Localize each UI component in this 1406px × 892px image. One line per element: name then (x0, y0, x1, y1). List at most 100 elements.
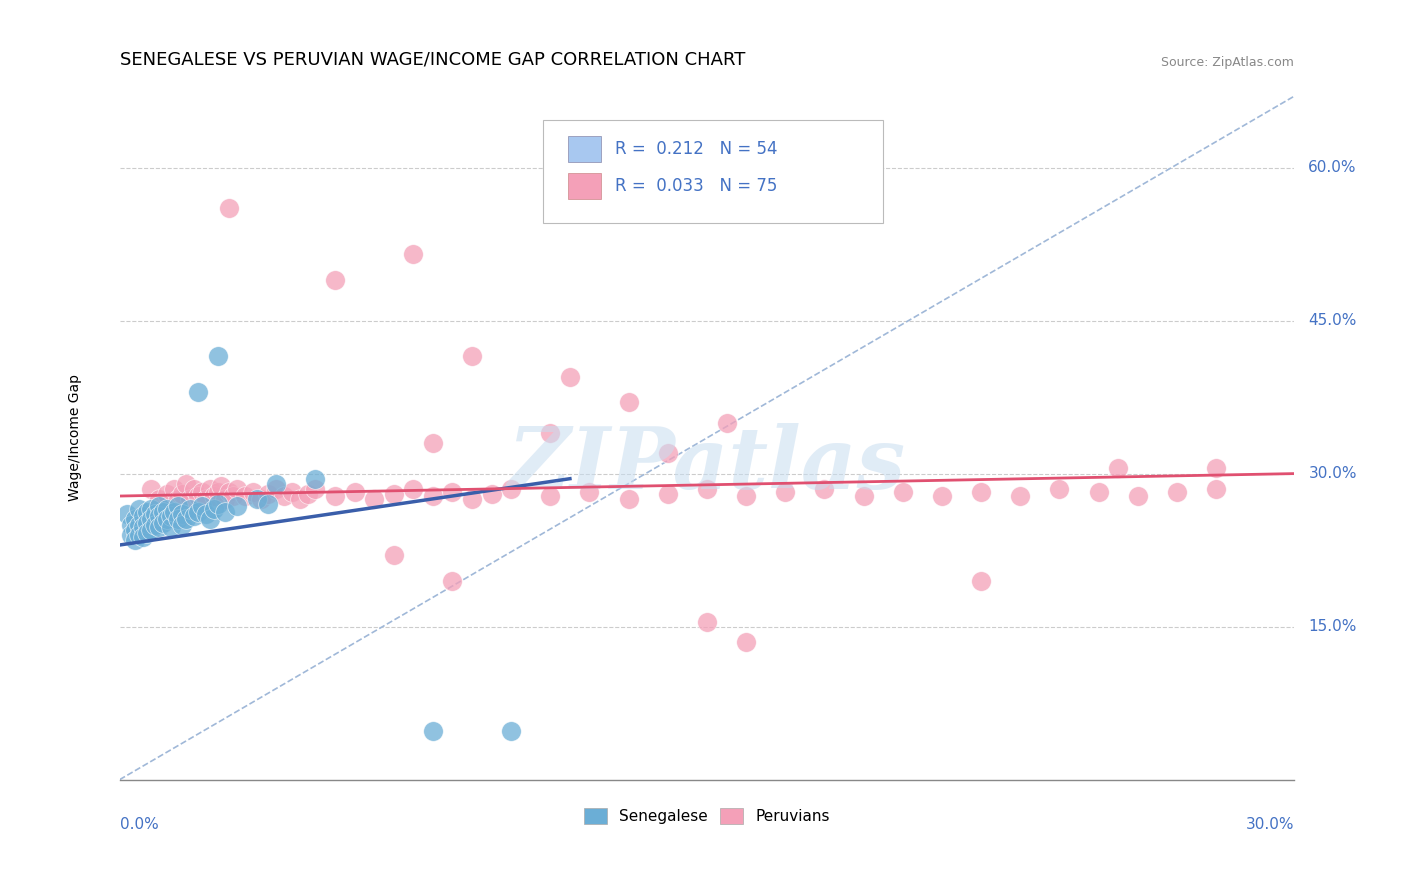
Point (124, 523, 146, 537)
Point (481, 487, 503, 501)
Point (382, 487, 405, 501)
Point (207, 349, 229, 363)
Point (214, 492, 236, 507)
Point (120, 528, 142, 542)
Point (214, 505, 236, 519)
Point (148, 500, 170, 514)
Point (501, 723, 523, 738)
Point (120, 517, 142, 532)
Point (198, 482, 221, 496)
Point (246, 492, 269, 507)
Point (136, 516, 159, 530)
Point (1205, 461, 1227, 475)
Point (128, 517, 150, 532)
Point (970, 574, 993, 588)
Point (194, 508, 217, 522)
Point (304, 482, 326, 496)
Point (226, 482, 249, 496)
Point (273, 489, 295, 503)
Point (461, 349, 484, 363)
Point (143, 508, 166, 522)
Point (852, 489, 875, 503)
Point (218, 485, 240, 500)
Point (538, 425, 561, 440)
Point (194, 492, 217, 507)
Point (117, 508, 139, 522)
Point (152, 516, 174, 530)
Point (716, 416, 738, 430)
Point (159, 519, 181, 533)
Point (1166, 485, 1188, 500)
Point (156, 512, 179, 526)
Point (657, 446, 679, 460)
Point (172, 517, 194, 532)
Point (249, 492, 271, 507)
Text: R =  0.212   N = 54: R = 0.212 N = 54 (616, 140, 778, 159)
Point (174, 476, 197, 491)
Point (198, 512, 221, 526)
Point (617, 395, 640, 409)
Point (422, 436, 444, 450)
Point (382, 548, 405, 562)
Point (156, 502, 179, 516)
Point (148, 519, 170, 533)
Point (172, 508, 194, 522)
Point (128, 502, 150, 516)
FancyBboxPatch shape (568, 173, 602, 199)
Point (1010, 489, 1032, 503)
Text: Source: ZipAtlas.com: Source: ZipAtlas.com (1161, 56, 1295, 69)
Point (970, 485, 993, 500)
Point (172, 487, 194, 501)
Point (202, 489, 225, 503)
Point (558, 369, 581, 384)
Point (187, 489, 209, 503)
Point (222, 489, 245, 503)
Point (124, 533, 146, 547)
Text: SENEGALESE VS PERUVIAN WAGE/INCOME GAP CORRELATION CHART: SENEGALESE VS PERUVIAN WAGE/INCOME GAP C… (120, 51, 745, 69)
Point (304, 472, 326, 486)
Point (128, 528, 150, 542)
Point (233, 489, 256, 503)
Point (191, 485, 214, 500)
Point (132, 530, 155, 544)
Text: 15.0%: 15.0% (1309, 619, 1357, 634)
FancyBboxPatch shape (543, 120, 883, 223)
Text: R =  0.033   N = 75: R = 0.033 N = 75 (616, 177, 778, 194)
Point (323, 273, 346, 287)
Point (657, 487, 679, 501)
Point (422, 723, 444, 738)
Point (218, 202, 240, 216)
Point (1107, 461, 1129, 475)
Point (735, 635, 758, 649)
Point (159, 509, 181, 524)
Point (402, 482, 425, 496)
Point (813, 482, 835, 496)
Text: ZIPatlas: ZIPatlas (508, 424, 905, 507)
Point (152, 505, 174, 519)
Point (1205, 482, 1227, 496)
Point (441, 485, 464, 500)
Point (461, 492, 484, 507)
Point (148, 492, 170, 507)
Point (207, 497, 229, 511)
Point (148, 509, 170, 524)
Point (179, 502, 201, 516)
Point (183, 482, 205, 496)
Point (441, 574, 464, 588)
Point (163, 505, 186, 519)
Point (202, 502, 225, 516)
Point (167, 492, 190, 507)
Point (139, 482, 162, 496)
Point (207, 485, 229, 500)
Point (402, 247, 425, 261)
Point (136, 505, 159, 519)
Point (931, 489, 953, 503)
Point (264, 476, 287, 491)
Point (143, 517, 166, 532)
Point (775, 485, 797, 500)
Text: 30.0%: 30.0% (1309, 467, 1357, 481)
Point (226, 500, 249, 514)
Point (179, 492, 201, 507)
Point (257, 487, 280, 501)
Point (696, 615, 718, 629)
